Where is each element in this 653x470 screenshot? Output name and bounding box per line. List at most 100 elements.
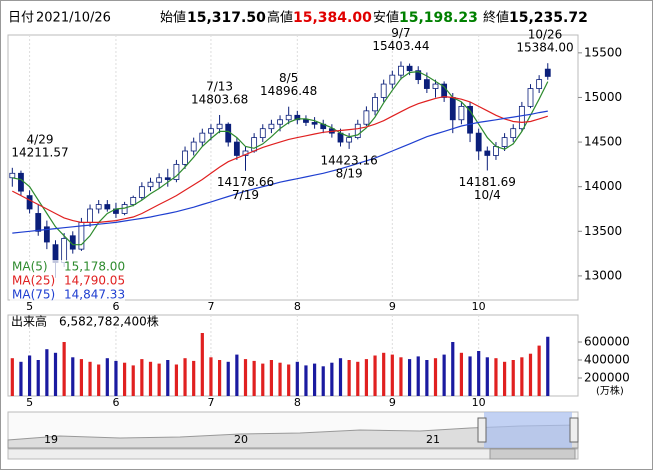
volume-bar xyxy=(105,358,109,396)
candle-body xyxy=(216,123,223,130)
volume-bar xyxy=(36,360,40,396)
candle-body xyxy=(164,177,171,180)
volume-bar xyxy=(278,362,282,396)
volume-title: 出来高 6,582,782,400株 xyxy=(11,314,159,329)
candle-body xyxy=(104,204,111,210)
x-tick-label: 10 xyxy=(472,396,486,409)
volume-bar xyxy=(511,360,515,396)
volume-bar xyxy=(252,360,256,396)
volume-bar xyxy=(217,360,222,396)
volume-bar xyxy=(295,361,299,396)
candle-body xyxy=(303,119,309,123)
volume-bar xyxy=(442,354,446,396)
volume-panel xyxy=(7,314,579,397)
candle-body xyxy=(363,110,370,125)
navigator-handle-right[interactable] xyxy=(569,417,579,443)
navigator-selection[interactable] xyxy=(484,412,572,448)
scrollbar-thumb[interactable] xyxy=(489,448,576,460)
date-label: 日付 xyxy=(8,11,34,26)
candle-body xyxy=(432,83,439,89)
candle-body xyxy=(389,74,396,85)
ma-line xyxy=(12,95,548,223)
volume-bar xyxy=(356,361,360,396)
volume-bar xyxy=(451,342,455,396)
legend-name: MA(5) xyxy=(12,260,48,274)
x-tick-label: 5 xyxy=(26,300,33,313)
candle-body xyxy=(510,128,517,139)
volume-bar xyxy=(131,365,135,396)
candle-body xyxy=(493,146,499,156)
candle-body xyxy=(372,97,378,112)
volume-bar xyxy=(407,359,412,396)
annotation-price: 14181.69 xyxy=(459,175,516,189)
scrollbar[interactable] xyxy=(7,448,579,460)
annotation-date: 7/19 xyxy=(232,188,259,202)
volume-unit: (万株) xyxy=(596,384,624,397)
volume-bar xyxy=(347,360,351,396)
candle-body xyxy=(398,65,404,76)
candle-body xyxy=(138,186,145,198)
candle-body xyxy=(484,150,491,156)
volume-bar xyxy=(10,358,14,396)
y-tick-label: 14000 xyxy=(584,179,622,193)
volume-bar xyxy=(304,365,308,396)
candle-body xyxy=(536,79,543,89)
volume-bar xyxy=(27,355,32,396)
candle-body xyxy=(501,137,508,147)
low-label: 安値 xyxy=(373,10,399,26)
candle-body xyxy=(277,119,283,125)
price-panel xyxy=(7,34,579,301)
volume-bar xyxy=(364,359,369,396)
volume-bar xyxy=(114,360,118,396)
volume-bar xyxy=(433,358,438,396)
candle-body xyxy=(182,150,188,165)
candle-body xyxy=(130,196,137,205)
annotation-price: 14803.68 xyxy=(191,92,248,106)
annotation-price: 14896.48 xyxy=(260,84,317,98)
candle-body xyxy=(173,163,180,180)
volume-bar xyxy=(399,357,403,396)
date: 2021/10/26 xyxy=(36,11,111,26)
navigator-handle-left[interactable] xyxy=(477,417,487,443)
open-value: 15,317.50 xyxy=(187,10,266,26)
x-tick-label: 5 xyxy=(26,396,33,409)
candle-body xyxy=(449,97,456,121)
annotation-date: 10/4 xyxy=(474,188,501,202)
candle-body xyxy=(199,132,206,143)
annotation-date: 8/5 xyxy=(279,71,298,85)
ma-line xyxy=(12,110,548,234)
volume-bar xyxy=(546,336,550,396)
legend-name: MA(75) xyxy=(12,288,55,302)
annotation-date: 7/13 xyxy=(206,79,233,93)
volume-bar xyxy=(459,352,464,396)
volume-bar xyxy=(382,352,386,396)
volume-bar xyxy=(390,354,394,396)
candle-body xyxy=(190,141,197,152)
candle-body xyxy=(467,105,473,134)
open-label: 始値 xyxy=(160,10,186,26)
volume-bar xyxy=(287,364,291,396)
candle-body xyxy=(9,172,16,179)
candle-body xyxy=(458,105,465,121)
volume-bar xyxy=(537,345,541,396)
annotation-date: 9/7 xyxy=(391,26,410,40)
candle-body xyxy=(121,204,128,214)
y-tick-label: 15000 xyxy=(584,90,622,104)
annotation-price: 15384.00 xyxy=(516,41,573,55)
candle-body xyxy=(95,204,102,210)
volume-bar xyxy=(122,362,127,396)
legend-value: 14,847.33 xyxy=(64,288,125,302)
volume-bar xyxy=(528,353,533,396)
low-value: 15,198.23 xyxy=(399,10,478,26)
volume-bar xyxy=(520,357,524,396)
high-value: 15,384.00 xyxy=(293,10,372,26)
candle-body xyxy=(285,114,292,121)
volume-bar xyxy=(45,349,49,396)
candle-body xyxy=(233,141,240,156)
close-label: 終値 xyxy=(483,10,509,26)
volume-bar xyxy=(425,360,429,396)
legend-bg xyxy=(10,260,125,274)
volume-bar xyxy=(416,356,420,396)
volume-bar xyxy=(330,362,334,396)
